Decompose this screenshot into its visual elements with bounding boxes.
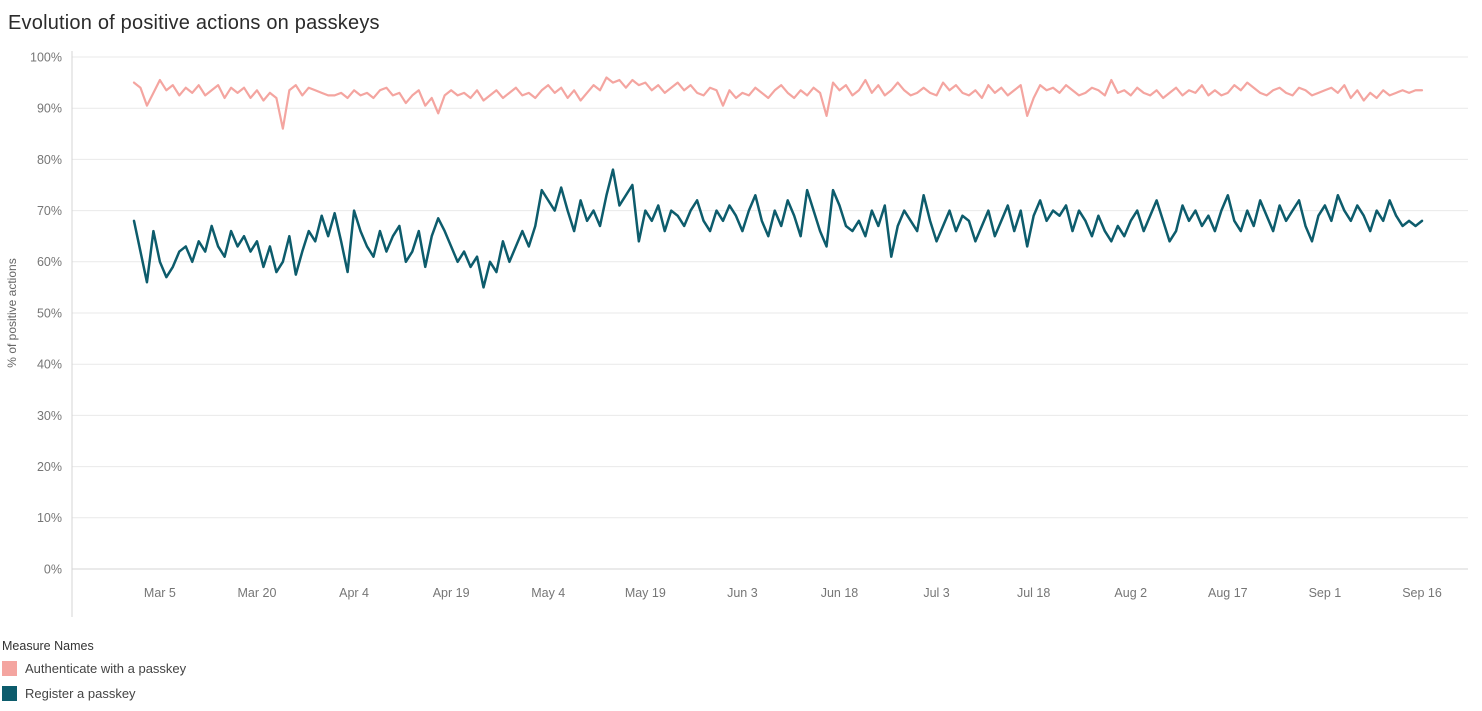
chart-svg: 0% 10% 20% 30% 40% 50% 60% 70% 80% 90% 100% Mar 5 Ma…	[5, 50, 1468, 617]
series-lines	[132, 76, 1424, 289]
y-axis-title: % of positive actions	[5, 258, 19, 367]
y-tick-label: 50%	[37, 306, 62, 320]
legend-item-register[interactable]: Register a passkey	[2, 686, 1474, 701]
chart-title: Evolution of positive actions on passkey…	[8, 12, 380, 34]
y-tick-label: 80%	[37, 153, 62, 167]
legend-title: Measure Names	[2, 639, 94, 653]
legend-label-register: Register a passkey	[25, 686, 136, 701]
y-tick-label: 30%	[37, 409, 62, 423]
x-tick-label: Apr 19	[433, 586, 470, 600]
legend: Measure Names Authenticate with a passke…	[0, 633, 1482, 701]
x-tick-label: May 19	[625, 586, 666, 600]
gridlines	[72, 56, 1468, 570]
x-tick-label: Jun 18	[821, 586, 859, 600]
y-tick-label: 10%	[37, 511, 62, 525]
y-tick-label: 60%	[37, 255, 62, 269]
x-tick-label: Aug 17	[1208, 586, 1248, 600]
legend-label-authenticate: Authenticate with a passkey	[25, 661, 187, 676]
legend-swatch-authenticate-icon	[2, 661, 17, 676]
x-tick-label: Sep 1	[1309, 586, 1342, 600]
y-tick-label: 20%	[37, 460, 62, 474]
y-tick-label: 40%	[37, 358, 62, 372]
y-tick-label: 100%	[30, 50, 62, 64]
x-tick-label: Jul 18	[1017, 586, 1050, 600]
x-tick-label: Mar 5	[144, 586, 176, 600]
y-tick-label: 90%	[37, 102, 62, 116]
x-tick-label: Apr 4	[339, 586, 369, 600]
chart-area: 0% 10% 20% 30% 40% 50% 60% 70% 80% 90% 100% Mar 5 Ma…	[0, 41, 1482, 633]
x-tick-label: Jun 3	[727, 586, 758, 600]
x-tick-label: Sep 16	[1402, 586, 1442, 600]
series-line-authenticate	[132, 76, 1424, 130]
x-tick-label: Mar 20	[238, 586, 277, 600]
series-line-register	[132, 168, 1424, 289]
y-tick-label: 0%	[44, 562, 62, 576]
y-tick-label: 70%	[37, 204, 62, 218]
legend-item-authenticate[interactable]: Authenticate with a passkey	[2, 661, 1474, 676]
axis-tick-labels: 0% 10% 20% 30% 40% 50% 60% 70% 80% 90% 100% Mar 5 Ma…	[30, 50, 1442, 600]
x-tick-label: May 4	[531, 586, 565, 600]
x-tick-label: Aug 2	[1114, 586, 1147, 600]
x-tick-label: Jul 3	[923, 586, 949, 600]
legend-swatch-register-icon	[2, 686, 17, 701]
